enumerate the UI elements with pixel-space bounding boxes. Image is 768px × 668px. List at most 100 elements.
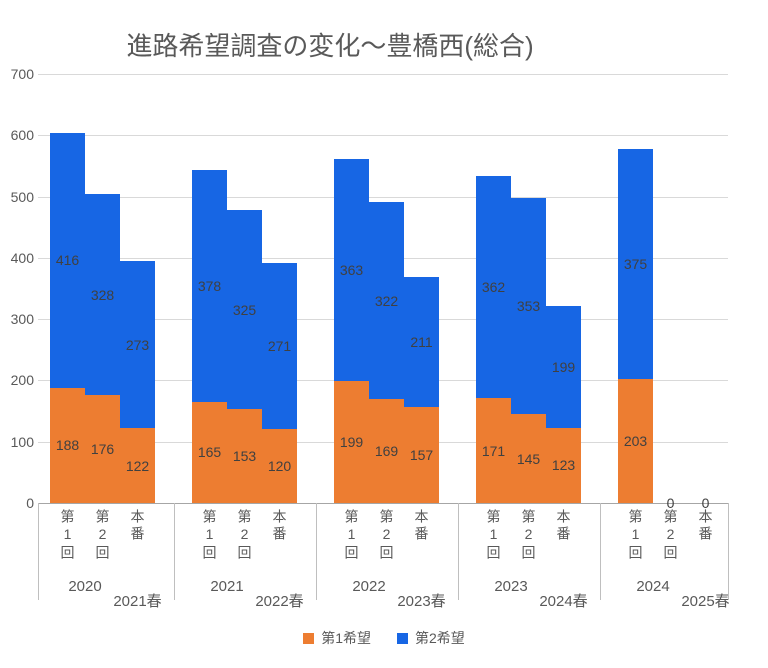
x-axis-category-label: 本番 bbox=[120, 509, 155, 573]
data-label-first-choice: 203 bbox=[623, 432, 648, 449]
bar-segment-first-choice bbox=[334, 381, 369, 503]
data-label-second-choice: 362 bbox=[481, 279, 506, 296]
gridline bbox=[38, 74, 728, 75]
gridline bbox=[38, 135, 728, 137]
category-separator-line bbox=[173, 503, 175, 600]
y-axis-tick-label: 600 bbox=[10, 127, 34, 144]
data-label-first-choice: 120 bbox=[267, 458, 292, 475]
x-axis-category-label: 本番 bbox=[404, 509, 439, 573]
category-separator-line bbox=[728, 503, 729, 600]
data-label-first-choice: 145 bbox=[516, 450, 541, 467]
x-axis-category-label-text: 本番 bbox=[413, 509, 430, 543]
data-label-second-choice: 0 bbox=[666, 495, 675, 511]
x-axis-category-label: 第2回 bbox=[511, 509, 546, 573]
bar-segment-first-choice bbox=[511, 414, 546, 503]
data-label-first-choice: 188 bbox=[55, 437, 80, 454]
data-label-second-choice: 378 bbox=[197, 278, 222, 295]
data-label-second-choice: 375 bbox=[623, 255, 648, 272]
x-axis-category-label: 第2回 bbox=[227, 509, 262, 573]
y-axis-tick-label: 100 bbox=[10, 433, 34, 450]
bar-segment-second-choice bbox=[369, 202, 404, 400]
bar-segment-second-choice bbox=[50, 132, 85, 388]
legend-label-second-choice: 第2希望 bbox=[415, 630, 465, 646]
bar-segment-first-choice bbox=[404, 406, 439, 503]
legend-swatch-first-choice bbox=[303, 632, 315, 644]
x-axis-group-label-main: 2020 bbox=[68, 578, 102, 595]
x-axis-category-label: 第1回 bbox=[334, 509, 369, 573]
x-axis-group-label-sub: 2023春 bbox=[397, 593, 446, 610]
x-axis-group-label-sub: 2022春 bbox=[255, 593, 304, 610]
bar-segment-first-choice bbox=[618, 378, 653, 503]
data-label-second-choice: 271 bbox=[267, 338, 292, 355]
legend-item-second-choice: 第2希望 bbox=[397, 628, 465, 648]
data-label-first-choice: 176 bbox=[90, 441, 115, 458]
bar-segment-first-choice bbox=[85, 395, 120, 503]
y-axis-tick-label: 500 bbox=[10, 188, 34, 205]
data-label-second-choice: 353 bbox=[516, 297, 541, 314]
x-axis-category-label-text: 第2回 bbox=[378, 509, 395, 562]
gridline bbox=[38, 196, 728, 198]
bar-segment-first-choice bbox=[262, 429, 297, 503]
x-axis-category-label-text: 第2回 bbox=[662, 509, 679, 562]
x-axis-group-label-sub: 2021春 bbox=[113, 593, 162, 610]
data-label-first-choice: 123 bbox=[551, 457, 576, 474]
data-label-second-choice: 363 bbox=[339, 261, 364, 278]
x-axis-group-label-main: 2021 bbox=[210, 578, 244, 595]
data-label-second-choice: 416 bbox=[55, 252, 80, 269]
data-label-first-choice: 165 bbox=[197, 444, 222, 461]
x-axis-category-label-text: 第1回 bbox=[59, 509, 76, 562]
bar-segment-first-choice bbox=[192, 401, 227, 503]
data-label-second-choice: 0 bbox=[701, 495, 710, 511]
x-axis-category-label-text: 本番 bbox=[555, 509, 572, 543]
bar-segment-second-choice bbox=[227, 210, 262, 410]
bar-segment-second-choice bbox=[334, 158, 369, 382]
data-label-second-choice: 211 bbox=[410, 334, 433, 351]
data-label-second-choice: 322 bbox=[374, 292, 399, 309]
data-label-second-choice: 199 bbox=[551, 358, 576, 375]
bar-segment-first-choice bbox=[227, 409, 262, 503]
x-axis-category-label-text: 第1回 bbox=[201, 509, 218, 562]
bar-segment-second-choice bbox=[618, 148, 653, 379]
category-separator-line bbox=[457, 503, 459, 600]
bar-segment-second-choice bbox=[262, 263, 297, 430]
x-axis-group-label-main: 2022 bbox=[352, 578, 386, 595]
chart-title: 進路希望調査の変化～豊橋西(総合) bbox=[126, 31, 534, 61]
bar-segment-second-choice bbox=[546, 305, 581, 428]
x-axis-category-label-text: 本番 bbox=[271, 509, 288, 543]
x-axis-category-label: 第2回 bbox=[653, 509, 688, 573]
y-axis-tick-label: 0 bbox=[26, 495, 34, 511]
data-label-second-choice: 328 bbox=[90, 286, 115, 303]
x-axis-category-label-text: 本番 bbox=[697, 509, 714, 543]
x-axis-category-label-text: 第2回 bbox=[520, 509, 537, 562]
data-label-first-choice: 122 bbox=[125, 457, 150, 474]
x-axis-group-label-sub: 2024春 bbox=[539, 593, 588, 610]
x-axis-group-label-sub: 2025春 bbox=[681, 593, 730, 610]
x-axis-category-label: 第1回 bbox=[476, 509, 511, 573]
category-separator-line bbox=[599, 503, 601, 600]
y-axis-tick-label: 200 bbox=[10, 372, 34, 389]
legend-label-first-choice: 第1希望 bbox=[321, 630, 371, 646]
bar-segment-first-choice bbox=[50, 387, 85, 503]
x-axis-category-label-text: 第1回 bbox=[343, 509, 360, 562]
y-axis-tick-label: 300 bbox=[10, 311, 34, 328]
x-axis-category-label: 本番 bbox=[546, 509, 581, 573]
data-label-first-choice: 157 bbox=[409, 446, 434, 463]
x-axis-category-label: 第1回 bbox=[618, 509, 653, 573]
x-axis-category-label-text: 第2回 bbox=[236, 509, 253, 562]
bar-segment-second-choice bbox=[511, 197, 546, 415]
data-label-first-choice: 169 bbox=[374, 443, 399, 460]
data-label-first-choice: 199 bbox=[339, 434, 364, 451]
bar-segment-second-choice bbox=[85, 194, 120, 396]
x-axis-category-label-text: 第1回 bbox=[485, 509, 502, 562]
y-axis-tick-label: 400 bbox=[10, 249, 34, 266]
data-label-second-choice: 325 bbox=[232, 301, 257, 318]
x-axis-group-label-main: 2023 bbox=[494, 578, 528, 595]
x-axis-category-label-text: 第1回 bbox=[627, 509, 644, 562]
x-axis-group-label-main: 2024 bbox=[636, 578, 670, 595]
y-axis-tick-label: 700 bbox=[10, 66, 34, 82]
x-axis-category-label: 第1回 bbox=[50, 509, 85, 573]
x-axis-category-label: 第2回 bbox=[369, 509, 404, 573]
x-axis-category-label-text: 第2回 bbox=[94, 509, 111, 562]
bar-segment-second-choice bbox=[404, 277, 439, 407]
